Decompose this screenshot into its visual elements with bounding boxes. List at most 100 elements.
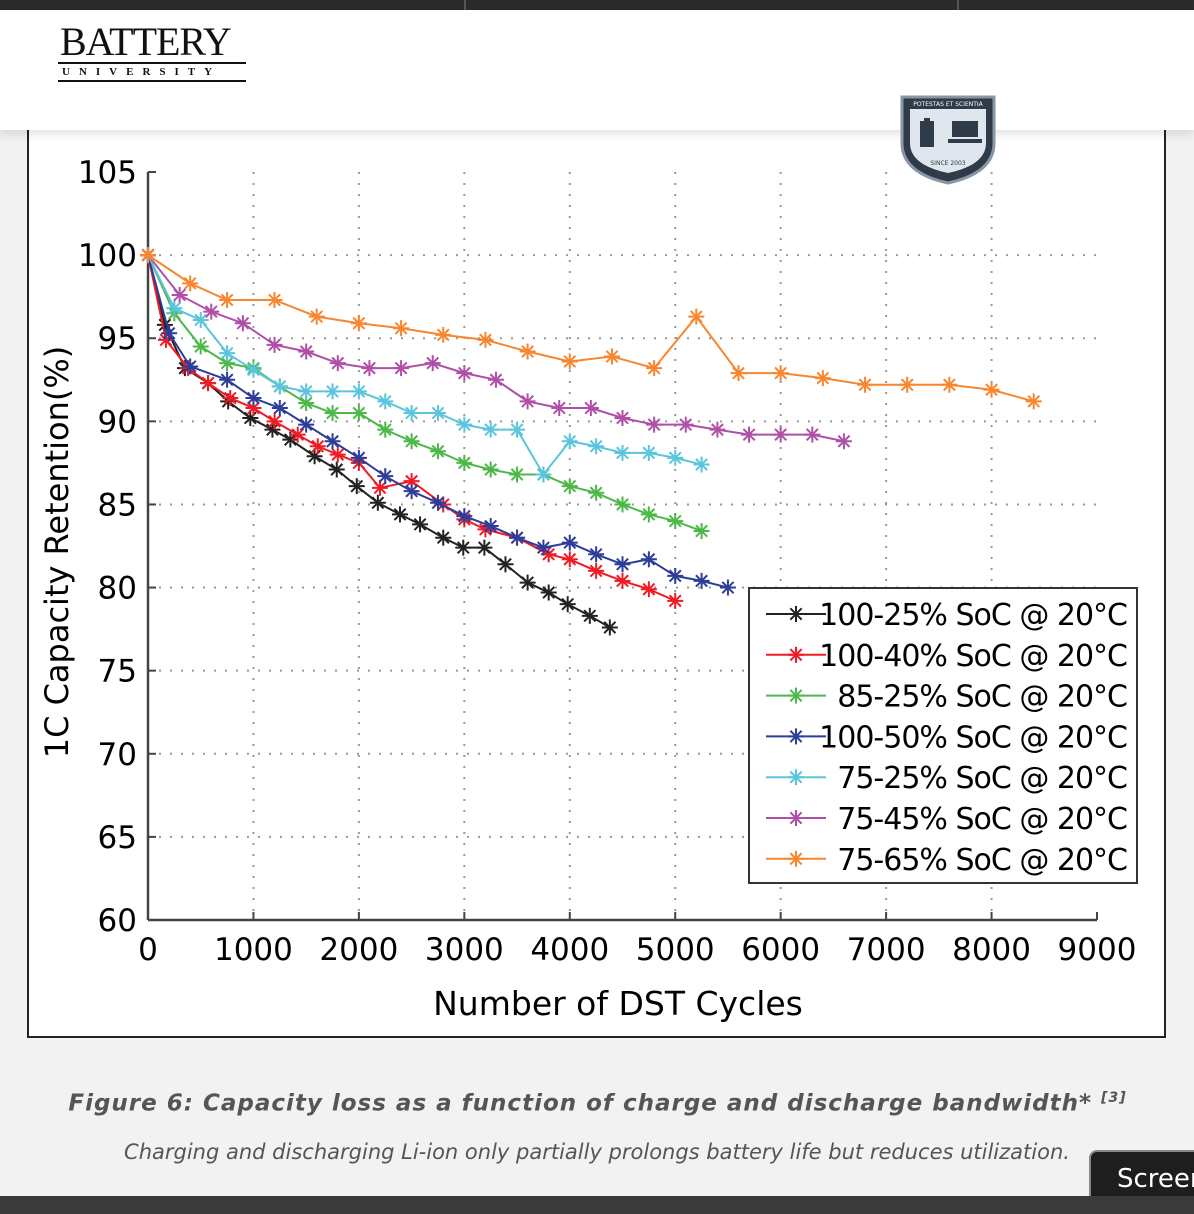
- data-point-marker: [561, 353, 578, 370]
- marker-stroke: [479, 333, 492, 347]
- marker-stroke: [484, 519, 498, 533]
- marker-stroke: [373, 481, 387, 495]
- marker-stroke: [647, 361, 661, 375]
- y-tick-label: 70: [98, 737, 137, 773]
- data-point-marker: [614, 496, 631, 513]
- data-point-marker: [456, 508, 473, 525]
- data-point-marker: [361, 360, 378, 377]
- marker-stroke: [394, 321, 408, 335]
- marker-stroke: [616, 411, 629, 425]
- x-tick-label: 9000: [1058, 932, 1137, 968]
- marker-stroke: [283, 433, 297, 446]
- data-point-marker: [477, 331, 494, 348]
- marker-stroke: [837, 434, 851, 448]
- data-point-marker: [192, 311, 209, 328]
- y-tick-label: 65: [98, 820, 137, 856]
- data-point-marker: [509, 529, 526, 546]
- data-point-marker: [324, 383, 341, 400]
- data-point-marker: [487, 371, 504, 388]
- data-point-marker: [693, 572, 710, 589]
- data-point-marker: [804, 426, 821, 443]
- data-point-marker: [667, 592, 684, 609]
- marker-stroke: [537, 468, 550, 481]
- marker-stroke: [326, 406, 339, 420]
- shield-badge-icon: POTESTAS ET SCIENTIA SINCE 2003: [900, 95, 996, 185]
- data-point-marker: [588, 562, 605, 579]
- marker-stroke: [616, 446, 629, 460]
- data-point-marker: [688, 308, 705, 325]
- marker-stroke: [352, 406, 366, 420]
- marker-stroke: [858, 378, 872, 392]
- data-point-marker: [603, 348, 620, 365]
- data-point-marker: [719, 579, 736, 596]
- marker-stroke: [436, 328, 450, 342]
- logo-sub-text: UNIVERSITY: [58, 64, 246, 82]
- marker-stroke: [426, 356, 440, 370]
- marker-stroke: [563, 434, 577, 448]
- data-point-marker: [899, 376, 916, 393]
- marker-stroke: [299, 396, 313, 410]
- x-tick-label: 1000: [214, 932, 293, 968]
- legend: 100-25% SoC @ 20°C 100-40% SoC @ 20°C 85-2…: [748, 587, 1138, 884]
- x-axis-label: Number of DST Cycles: [433, 984, 803, 1023]
- marker-stroke: [789, 607, 803, 621]
- data-point-marker: [245, 390, 262, 407]
- data-point-marker: [289, 426, 306, 443]
- marker-stroke: [816, 371, 830, 385]
- legend-entry-label: 100-40% SoC @ 20°C: [819, 639, 1127, 674]
- data-point-marker: [772, 365, 789, 382]
- marker-stroke: [537, 541, 550, 555]
- data-point-marker: [788, 769, 804, 786]
- marker-stroke: [985, 383, 998, 397]
- y-tick-label: 80: [98, 571, 137, 607]
- marker-stroke: [589, 547, 603, 561]
- battery-university-logo[interactable]: BATTERY UNIVERSITY: [58, 22, 246, 82]
- marker-stroke: [413, 518, 427, 531]
- x-tick-label: 7000: [847, 932, 926, 968]
- legend-entry-label: 75-45% SoC @ 20°C: [837, 802, 1127, 837]
- data-point-marker: [157, 331, 174, 348]
- data-point-marker: [588, 438, 605, 455]
- caption-reference-link[interactable]: [3]: [1101, 1090, 1127, 1106]
- data-point-marker: [614, 556, 631, 573]
- legend-entry-label: 100-50% SoC @ 20°C: [819, 720, 1127, 755]
- data-point-marker: [140, 247, 156, 264]
- marker-stroke: [584, 401, 598, 415]
- data-point-marker: [393, 360, 410, 377]
- chart-figure: 0 1000 2000 3000 4000 5000 6000 7000 8000 9000 60 6…: [27, 120, 1166, 1038]
- marker-stroke: [789, 811, 803, 825]
- marker-stroke: [326, 434, 339, 448]
- data-point-marker: [171, 287, 188, 304]
- data-point-marker: [377, 468, 394, 485]
- marker-stroke: [616, 498, 629, 511]
- site-header: BATTERY UNIVERSITY: [0, 10, 1194, 130]
- marker-stroke: [668, 514, 682, 528]
- marker-stroke: [605, 350, 619, 363]
- browser-bottom-bar: [0, 1196, 1194, 1214]
- data-point-marker: [403, 473, 420, 490]
- data-point-marker: [857, 376, 874, 393]
- marker-stroke: [204, 305, 218, 318]
- marker-stroke: [589, 564, 603, 578]
- data-point-marker: [371, 479, 388, 496]
- marker-stroke: [167, 301, 181, 315]
- marker-stroke: [266, 423, 279, 437]
- data-point-marker: [192, 338, 209, 355]
- marker-stroke: [561, 597, 575, 611]
- data-point-marker: [535, 539, 552, 556]
- data-point-marker: [266, 336, 283, 353]
- data-point-marker: [392, 506, 409, 523]
- marker-stroke: [183, 277, 197, 290]
- data-point-marker: [640, 444, 657, 461]
- svg-text:SINCE 2003: SINCE 2003: [930, 160, 965, 167]
- x-tick-label: 4000: [530, 932, 609, 968]
- data-point-marker: [393, 320, 410, 337]
- marker-stroke: [326, 385, 339, 398]
- marker-stroke: [510, 531, 524, 545]
- marker-stroke: [352, 451, 366, 465]
- data-point-marker: [429, 494, 446, 511]
- data-point-marker: [535, 466, 552, 483]
- data-point-marker: [429, 443, 446, 460]
- series-line: [147, 254, 702, 532]
- marker-stroke: [247, 401, 260, 415]
